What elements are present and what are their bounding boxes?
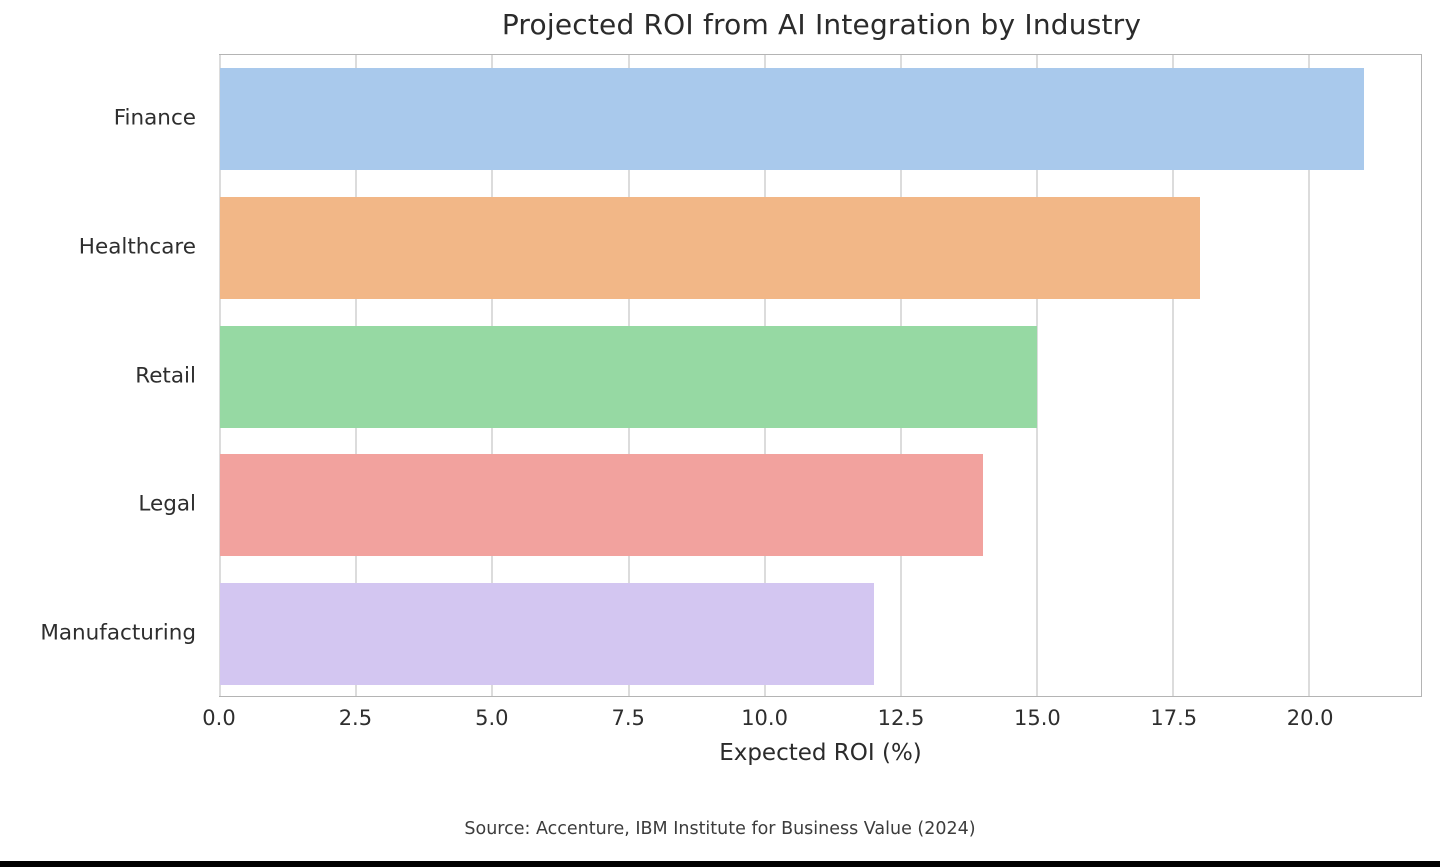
bar-finance [220, 68, 1364, 171]
x-tick-5.0: 5.0 [475, 706, 509, 730]
x-tick-17.5: 17.5 [1150, 706, 1198, 730]
x-tick-15.0: 15.0 [1013, 706, 1061, 730]
x-axis-ticks: 0.0 2.5 5.0 7.5 10.0 12.5 15.0 17.5 20.0 [202, 706, 1422, 736]
y-label-healthcare: Healthcare [78, 234, 196, 260]
bottom-border-bar [0, 861, 1440, 867]
gridline-x-17.5 [1172, 55, 1175, 696]
y-label-retail: Retail [135, 363, 196, 388]
x-tick-20.0: 20.0 [1286, 706, 1334, 730]
x-tick-7.5: 7.5 [611, 706, 645, 730]
x-tick-0.0: 0.0 [202, 706, 236, 730]
bar-retail [220, 325, 1037, 428]
bar-manufacturing [220, 582, 874, 685]
y-label-finance: Finance [113, 105, 196, 131]
bar-legal [220, 454, 983, 557]
chart-title: Projected ROI from AI Integration by Ind… [501, 8, 1142, 41]
y-axis-labels: Finance Healthcare Retail Legal Manufacturin… [0, 54, 219, 697]
plot-area [219, 54, 1422, 697]
x-tick-10.0: 10.0 [741, 706, 788, 730]
gridline-x-15.0 [1036, 55, 1038, 696]
y-label-manufacturing: Manufacturing [40, 620, 196, 646]
x-axis-label: Expected ROI (%) [719, 740, 922, 766]
x-tick-2.5: 2.5 [338, 706, 373, 730]
source-note: Source: Accenture, IBM Institute for Bus… [464, 819, 976, 839]
x-tick-12.5: 12.5 [877, 706, 925, 730]
bar-healthcare [220, 196, 1201, 299]
gridline-x-20.0 [1308, 55, 1311, 696]
y-label-legal: Legal [138, 491, 196, 517]
